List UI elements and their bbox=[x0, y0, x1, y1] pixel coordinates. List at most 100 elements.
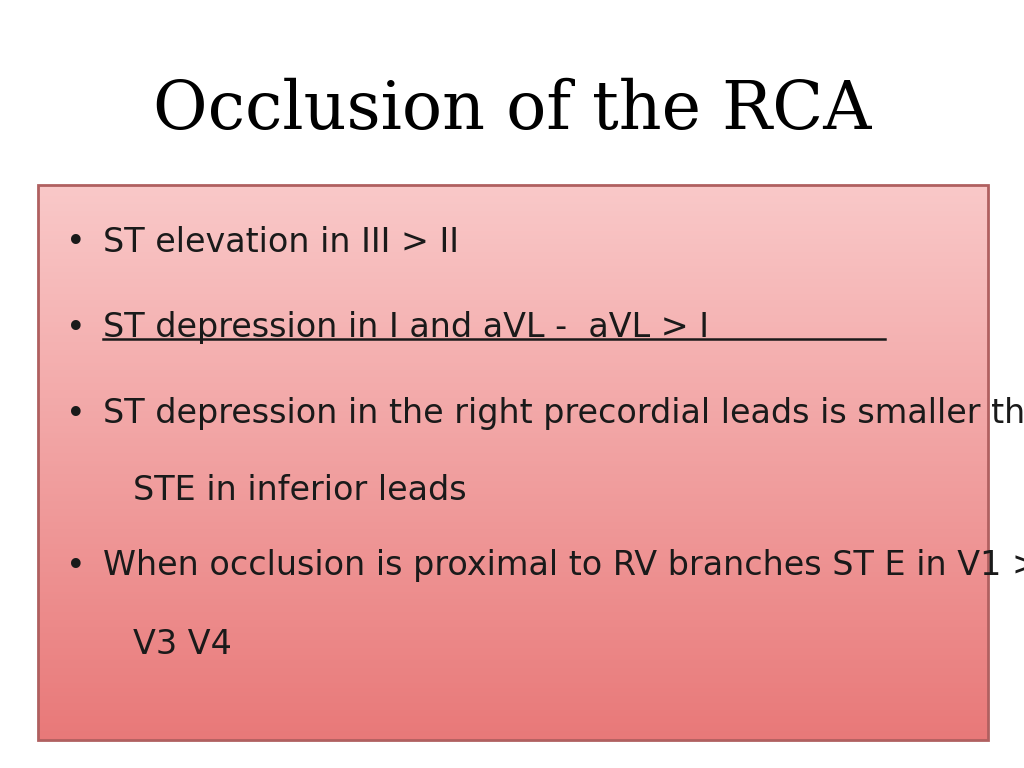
Bar bbox=[38, 734, 988, 737]
Bar bbox=[38, 444, 988, 446]
Bar bbox=[38, 431, 988, 433]
Bar bbox=[38, 379, 988, 382]
Bar bbox=[38, 516, 988, 518]
Bar bbox=[38, 714, 988, 717]
Bar bbox=[38, 518, 988, 521]
Bar bbox=[38, 646, 988, 648]
Bar bbox=[38, 266, 988, 269]
Bar bbox=[38, 568, 988, 571]
Text: Occlusion of the RCA: Occlusion of the RCA bbox=[153, 78, 871, 143]
Bar bbox=[38, 283, 988, 286]
Bar bbox=[38, 227, 988, 230]
Bar bbox=[38, 322, 988, 324]
Bar bbox=[38, 738, 988, 740]
Bar bbox=[38, 185, 988, 740]
Bar bbox=[38, 730, 988, 733]
Bar bbox=[38, 402, 988, 404]
Bar bbox=[38, 557, 988, 559]
Bar bbox=[38, 614, 988, 617]
Bar bbox=[38, 664, 988, 667]
Bar bbox=[38, 277, 988, 280]
Bar bbox=[38, 511, 988, 513]
Bar bbox=[38, 694, 988, 696]
Bar bbox=[38, 596, 988, 598]
Bar bbox=[38, 406, 988, 408]
Bar bbox=[38, 488, 988, 491]
Bar bbox=[38, 598, 988, 600]
Bar bbox=[38, 680, 988, 684]
Bar bbox=[38, 727, 988, 730]
Bar bbox=[38, 687, 988, 689]
Bar bbox=[38, 544, 988, 546]
Bar bbox=[38, 449, 988, 452]
Bar bbox=[38, 625, 988, 627]
Bar bbox=[38, 599, 988, 602]
Bar bbox=[38, 327, 988, 329]
Bar bbox=[38, 564, 988, 567]
Bar bbox=[38, 659, 988, 661]
Bar bbox=[38, 209, 988, 211]
Bar bbox=[38, 223, 988, 227]
Bar bbox=[38, 246, 988, 248]
Bar bbox=[38, 349, 988, 352]
Bar bbox=[38, 407, 988, 409]
Bar bbox=[38, 357, 988, 359]
Bar bbox=[38, 452, 988, 454]
Bar bbox=[38, 483, 988, 485]
Bar bbox=[38, 601, 988, 604]
Bar bbox=[38, 466, 988, 468]
Bar bbox=[38, 230, 988, 232]
Bar bbox=[38, 607, 988, 609]
Bar bbox=[38, 281, 988, 283]
Bar bbox=[38, 263, 988, 265]
Text: •: • bbox=[66, 398, 86, 431]
Bar bbox=[38, 644, 988, 646]
Bar bbox=[38, 594, 988, 596]
Bar bbox=[38, 525, 988, 528]
Bar bbox=[38, 570, 988, 572]
Bar bbox=[38, 620, 988, 622]
Bar bbox=[38, 537, 988, 539]
Bar bbox=[38, 457, 988, 459]
Bar bbox=[38, 653, 988, 655]
Bar bbox=[38, 558, 988, 561]
Bar bbox=[38, 642, 988, 644]
Bar bbox=[38, 398, 988, 400]
Bar bbox=[38, 666, 988, 668]
Bar bbox=[38, 684, 988, 687]
Bar bbox=[38, 220, 988, 223]
Bar bbox=[38, 524, 988, 526]
Bar bbox=[38, 293, 988, 295]
Bar bbox=[38, 315, 988, 317]
Bar bbox=[38, 561, 988, 563]
Bar bbox=[38, 374, 988, 376]
Bar bbox=[38, 662, 988, 664]
Bar bbox=[38, 583, 988, 585]
Bar bbox=[38, 381, 988, 383]
Bar bbox=[38, 302, 988, 304]
Bar bbox=[38, 470, 988, 472]
Bar bbox=[38, 415, 988, 417]
Bar bbox=[38, 276, 988, 278]
Bar bbox=[38, 307, 988, 310]
Bar bbox=[38, 383, 988, 386]
Bar bbox=[38, 318, 988, 320]
Bar bbox=[38, 508, 988, 511]
Bar bbox=[38, 355, 988, 358]
Bar bbox=[38, 621, 988, 624]
Bar bbox=[38, 485, 988, 487]
Bar bbox=[38, 280, 988, 282]
Bar bbox=[38, 587, 988, 589]
Bar bbox=[38, 326, 988, 328]
Bar bbox=[38, 581, 988, 583]
Bar bbox=[38, 272, 988, 274]
Bar bbox=[38, 549, 988, 551]
Bar bbox=[38, 248, 988, 250]
Bar bbox=[38, 634, 988, 637]
Bar bbox=[38, 257, 988, 260]
Bar bbox=[38, 712, 988, 714]
Bar bbox=[38, 403, 988, 406]
Bar bbox=[38, 674, 988, 676]
Bar bbox=[38, 462, 988, 465]
Bar bbox=[38, 239, 988, 241]
